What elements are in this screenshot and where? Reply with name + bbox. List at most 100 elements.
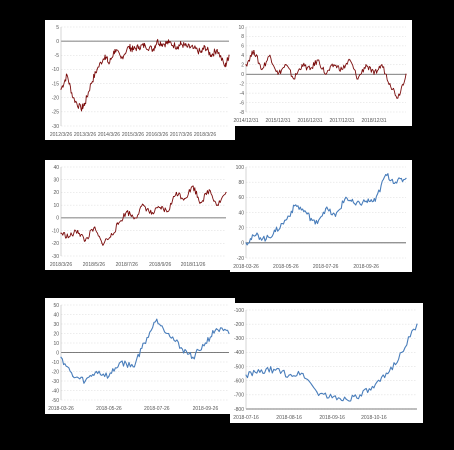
y-tick-label: 80	[238, 180, 244, 186]
data-point	[60, 232, 62, 234]
data-point	[156, 318, 158, 320]
y-tick-label: 0	[241, 72, 244, 78]
x-tick-label: 2018-09-16	[319, 415, 345, 421]
data-point	[90, 82, 92, 85]
data-point	[60, 88, 62, 90]
y-tick-label: -30	[52, 379, 59, 385]
y-tick-label: 0	[241, 241, 244, 247]
data-point	[104, 54, 106, 56]
data-point	[288, 374, 290, 376]
data-point	[333, 64, 335, 66]
y-tick-label: 10	[53, 203, 59, 209]
x-tick-label: 2018-05-26	[273, 264, 299, 270]
y-tick-label: 2	[241, 63, 244, 69]
y-tick-label: 30	[53, 178, 59, 184]
data-point	[204, 46, 206, 48]
data-point	[101, 242, 103, 244]
y-tick-label: 5	[56, 25, 59, 31]
data-point	[72, 97, 74, 99]
x-tick-label: 2017/3/26	[170, 132, 192, 138]
y-tick-label: -300	[234, 336, 244, 342]
y-tick-label: -25	[52, 110, 59, 116]
chart-2: 10 8 6 4 2 0 -2 -4 -6 -8 2014/12/31 2015/12/31 2016/…	[233, 25, 407, 124]
data-point	[204, 342, 207, 344]
y-tick-label: -6	[240, 100, 245, 106]
x-tick-label: 2015/3/26	[122, 132, 144, 138]
y-tick-label: -100	[234, 308, 244, 314]
y-tick-label: 8	[241, 34, 244, 40]
data-point	[183, 198, 186, 200]
data-point	[245, 374, 247, 376]
data-point	[277, 73, 279, 75]
y-tick-label: -10	[52, 360, 59, 366]
data-point	[295, 204, 297, 206]
data-point	[345, 398, 347, 400]
x-tick-label: 2014/3/26	[98, 132, 120, 138]
data-point	[120, 361, 122, 363]
data-point	[314, 223, 316, 225]
data-point	[302, 373, 304, 375]
y-tick-label: 40	[238, 210, 244, 216]
data-point	[156, 40, 158, 42]
y-tick-label: -8	[240, 110, 245, 116]
data-point	[265, 238, 267, 240]
data-point	[208, 189, 210, 191]
y-tick-label: 6	[241, 44, 244, 50]
data-point	[255, 234, 257, 236]
y-tick-label: -20	[52, 96, 59, 102]
x-tick-label: 2018/3/26	[194, 132, 216, 138]
y-tick-label: 10	[53, 341, 59, 347]
data-point	[167, 210, 169, 213]
data-point	[132, 366, 134, 368]
x-tick-label: 2018-08-16	[276, 415, 302, 421]
data-point	[215, 328, 218, 330]
x-tick-label: 2018-10-16	[361, 415, 387, 421]
data-point	[245, 64, 247, 66]
data-point	[261, 68, 263, 71]
data-point	[134, 217, 136, 219]
y-tick-label: -700	[234, 393, 244, 399]
data-point	[175, 191, 177, 194]
x-tick-label: 2018-09-26	[353, 264, 379, 270]
chart-panel-3: 40 30 20 10 0 -10 -20 -30 2018/3/26 2018/5/26 2018…	[45, 160, 232, 270]
data-point	[225, 191, 227, 194]
data-point	[334, 215, 337, 217]
data-point	[316, 391, 318, 393]
data-point	[150, 213, 153, 215]
data-point	[401, 351, 403, 354]
chart-panel-2: 10 8 6 4 2 0 -2 -4 -6 -8 2014/12/31 2015/12/31 2016/…	[230, 20, 412, 126]
data-point	[126, 210, 128, 213]
data-point	[200, 202, 202, 204]
series-line	[245, 173, 407, 246]
data-point	[159, 207, 161, 209]
data-point	[305, 211, 307, 214]
x-tick-label: 2016/3/26	[146, 132, 168, 138]
chart-panel-5: 50 40 30 20 10 0 -10 -20 -30 -40 -50 2018-03-26 2018…	[45, 298, 235, 414]
x-tick-label: 2018/12/31	[362, 118, 387, 124]
data-point	[114, 49, 116, 51]
y-tick-label: 60	[238, 195, 244, 201]
data-point	[216, 204, 218, 206]
data-point	[385, 173, 387, 176]
data-point	[128, 46, 130, 48]
data-point	[416, 323, 418, 325]
data-point	[68, 236, 70, 238]
data-point	[192, 185, 194, 187]
y-tick-label: 40	[53, 312, 59, 318]
data-point	[142, 204, 145, 206]
data-point	[84, 380, 86, 382]
data-point	[162, 43, 164, 45]
y-tick-label: 0	[56, 350, 59, 356]
data-point	[365, 200, 367, 202]
data-point	[77, 229, 79, 232]
chart-4: 100 80 60 40 20 0 -20 2018-03-26 2018-05-26 2018-…	[233, 165, 407, 270]
data-point	[387, 373, 389, 375]
data-point	[245, 242, 247, 244]
y-tick-label: 20	[53, 190, 59, 196]
data-point	[168, 41, 170, 44]
y-tick-label: -30	[52, 254, 59, 260]
chart-5: 50 40 30 20 10 0 -10 -20 -30 -40 -50 2018-03-26 2018…	[48, 303, 230, 412]
data-point	[349, 59, 351, 61]
series-line	[60, 38, 230, 112]
data-point	[95, 370, 97, 373]
